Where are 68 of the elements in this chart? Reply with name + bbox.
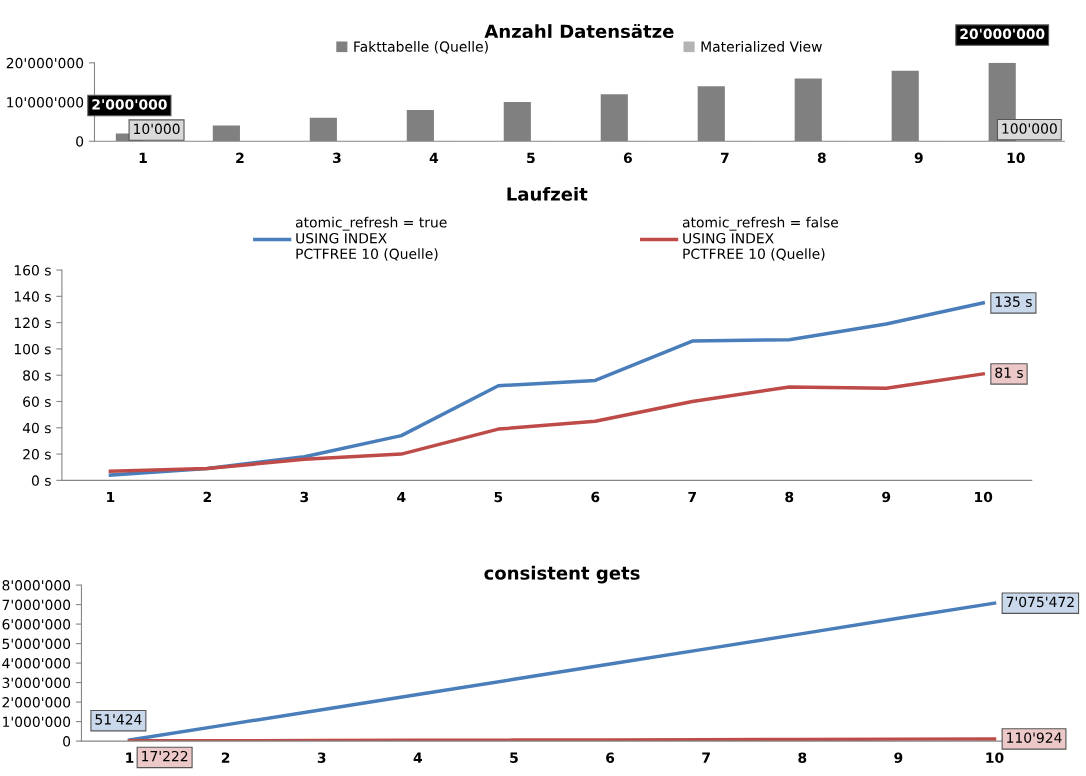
x-tick-label: 3 xyxy=(300,491,309,503)
y-tick-label: 8'000'000 xyxy=(2,580,71,591)
x-tick-label: 2 xyxy=(236,152,244,163)
y-tick-label: 100 s xyxy=(14,343,51,355)
chart-title: Anzahl Datensätze xyxy=(484,23,674,39)
x-tick-label: 2 xyxy=(221,752,230,763)
data-label: 135 s xyxy=(995,296,1032,307)
x-tick-label: 10 xyxy=(1007,152,1025,164)
data-label: 17'222 xyxy=(142,750,188,762)
x-tick-label: 4 xyxy=(429,152,439,163)
chart-title: Laufzeit xyxy=(507,186,588,201)
y-tick-label: 40 s xyxy=(22,422,51,434)
x-tick-label: 9 xyxy=(894,752,903,763)
x-tick-label: 6 xyxy=(591,491,600,503)
data-label: 110'924 xyxy=(1007,732,1062,743)
legend-label: Materialized View xyxy=(701,41,822,52)
data-label: 20'000'000 xyxy=(960,28,1045,40)
x-tick-label: 5 xyxy=(527,152,535,164)
y-tick-label: 2'000'000 xyxy=(2,697,71,708)
y-tick-label: 0 xyxy=(63,736,71,747)
data-label: 7'075'472 xyxy=(1006,596,1074,608)
x-tick-label: 7 xyxy=(688,491,696,503)
y-tick-label: 0 s xyxy=(31,475,51,486)
x-tick-label: 4 xyxy=(397,491,406,503)
y-tick-label: 0 xyxy=(76,136,84,147)
y-tick-label: 3'000'000 xyxy=(2,677,71,689)
x-tick-label: 9 xyxy=(882,491,891,503)
legend-label: Fakttabelle (Quelle) xyxy=(354,41,488,54)
x-tick-label: 10 xyxy=(986,752,1004,763)
data-label: 51'424 xyxy=(95,714,142,725)
y-tick-label: 5'000'000 xyxy=(2,638,71,650)
y-tick-label: 10'000'000 xyxy=(7,97,84,108)
x-tick-label: 1 xyxy=(126,752,134,763)
x-tick-label: 3 xyxy=(317,752,326,763)
data-label: 100'000 xyxy=(1002,123,1057,134)
x-tick-label: 7 xyxy=(720,152,729,163)
legend-label: atomic_refresh = true USING INDEX PCTFREE 10 (Quelle) xyxy=(295,216,447,261)
y-tick-label: 7'000'000 xyxy=(2,599,71,611)
y-tick-label: 140 s xyxy=(14,291,51,302)
data-label: 2'000'000 xyxy=(92,99,167,110)
x-tick-label: 10 xyxy=(975,491,993,503)
x-tick-label: 3 xyxy=(333,152,341,164)
data-label: 81 s xyxy=(995,367,1023,378)
x-tick-label: 2 xyxy=(203,491,211,503)
x-tick-label: 7 xyxy=(702,752,710,763)
x-tick-label: 4 xyxy=(413,752,423,763)
x-tick-label: 6 xyxy=(623,152,632,164)
x-tick-label: 5 xyxy=(494,491,503,503)
chart-title: consistent gets xyxy=(484,565,640,584)
x-tick-label: 8 xyxy=(817,152,826,164)
x-tick-label: 6 xyxy=(606,752,615,763)
y-tick-label: 6'000'000 xyxy=(2,619,71,630)
y-tick-label: 120 s xyxy=(14,317,51,329)
x-tick-label: 8 xyxy=(798,752,807,763)
y-tick-label: 60 s xyxy=(23,396,51,407)
x-tick-label: 9 xyxy=(914,152,923,164)
y-tick-label: 20'000'000 xyxy=(6,57,84,69)
legend-label: atomic_refresh = false USING INDEX PCTFREE 10 (Quelle) xyxy=(682,216,839,261)
y-tick-label: 20 s xyxy=(23,449,51,460)
y-tick-label: 80 s xyxy=(23,370,51,381)
x-tick-label: 1 xyxy=(139,152,147,163)
y-tick-label: 1'000'000 xyxy=(3,716,71,728)
y-tick-label: 160 s xyxy=(14,265,51,276)
x-tick-label: 1 xyxy=(107,491,115,503)
y-tick-label: 4'000'000 xyxy=(2,658,71,669)
x-tick-label: 5 xyxy=(510,752,518,763)
data-label: 10'000 xyxy=(134,123,180,135)
x-tick-label: 8 xyxy=(785,491,794,503)
